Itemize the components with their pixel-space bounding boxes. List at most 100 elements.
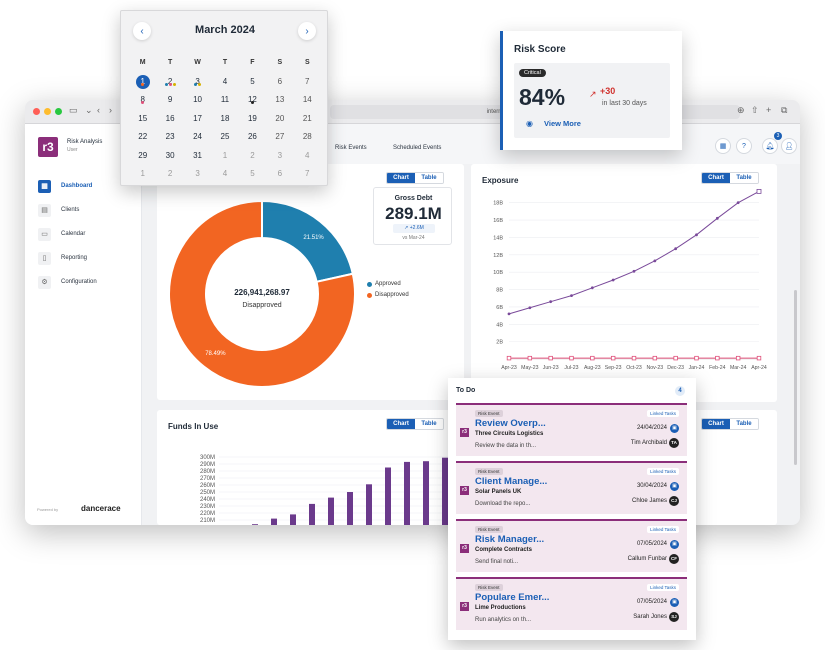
sidebar-item-label: Configuration <box>61 279 97 285</box>
back-icon[interactable]: ‹ <box>97 105 100 115</box>
sidebar-item-reporting[interactable]: ▯ Reporting <box>38 251 87 265</box>
calendar-day[interactable]: 3 <box>184 75 211 89</box>
calendar-icon[interactable]: ▣ <box>670 540 679 549</box>
gross-debt-card: Gross Debt 289.1M ↗ +2.6M vs Mar-24 <box>373 187 452 245</box>
calendar-icon[interactable]: ▣ <box>670 482 679 491</box>
calendar-day[interactable]: 3 <box>266 149 293 163</box>
todo-item-title[interactable]: Populare Emer... <box>475 592 549 603</box>
calendar-day[interactable]: 15 <box>129 112 156 126</box>
bar <box>347 492 353 525</box>
calendar-day[interactable]: 1 <box>211 149 238 163</box>
view-more-link[interactable]: View More <box>544 119 581 128</box>
tab-risk-events[interactable]: Risk Events <box>335 145 367 151</box>
calendar-day[interactable]: 2 <box>156 75 183 89</box>
calendar-day[interactable]: 26 <box>239 130 266 144</box>
calendar-icon[interactable]: ▣ <box>670 598 679 607</box>
linked-tasks-button[interactable]: Linked Tasks <box>647 584 679 591</box>
user-icon[interactable]: 👤︎ <box>781 138 797 154</box>
sidebar-item-configuration[interactable]: ⚙ Configuration <box>38 275 97 289</box>
todo-item[interactable]: Risk Event Linked Tasks r3 Client Manage...… <box>456 461 687 514</box>
calendar-day[interactable]: 8 <box>129 93 156 107</box>
share-icon[interactable]: ⇧ <box>751 105 759 116</box>
calendar-day[interactable]: 9 <box>156 93 183 107</box>
day-number: 21 <box>303 114 312 123</box>
calendar-day[interactable]: 7 <box>294 167 321 181</box>
chart-toggle-button[interactable]: Chart <box>702 419 730 429</box>
sidebar-toggle-icon[interactable]: ▭ <box>69 105 78 116</box>
calendar-day[interactable]: 1 <box>129 75 156 89</box>
calendar-day[interactable]: 4 <box>211 75 238 89</box>
risk-period: in last 30 days <box>602 100 647 107</box>
todo-item[interactable]: Risk Event Linked Tasks r3 Review Overp... T… <box>456 403 687 456</box>
help-icon[interactable]: ? <box>736 138 752 154</box>
calendar-day[interactable]: 27 <box>266 130 293 144</box>
calendar-icon[interactable]: ▣ <box>670 424 679 433</box>
todo-item-title[interactable]: Review Overp... <box>475 418 546 429</box>
day-number: 28 <box>303 132 312 141</box>
calendar-day[interactable]: 12 <box>239 93 266 107</box>
calendar-day[interactable]: 6 <box>266 75 293 89</box>
calendar-day[interactable]: 31 <box>184 149 211 163</box>
calendar-day[interactable]: 16 <box>156 112 183 126</box>
calendar-day[interactable]: 28 <box>294 130 321 144</box>
calendar-day[interactable]: 29 <box>129 149 156 163</box>
todo-item-title[interactable]: Client Manage... <box>475 476 547 487</box>
calendar-day[interactable]: 25 <box>211 130 238 144</box>
table-toggle-button[interactable]: Table <box>730 419 758 429</box>
tab-scheduled-events[interactable]: Scheduled Events <box>393 145 441 151</box>
calendar-day[interactable]: 4 <box>211 167 238 181</box>
minimize-window-button[interactable] <box>44 108 51 115</box>
calendar-day[interactable]: 20 <box>266 112 293 126</box>
calendar-day[interactable]: 1 <box>129 167 156 181</box>
maximize-window-button[interactable] <box>55 108 62 115</box>
calendar-day[interactable]: 10 <box>184 93 211 107</box>
close-window-button[interactable] <box>33 108 40 115</box>
data-point <box>674 247 677 250</box>
linked-tasks-button[interactable]: Linked Tasks <box>647 410 679 417</box>
calendar-day[interactable]: 22 <box>129 130 156 144</box>
todo-item-title[interactable]: Risk Manager... <box>475 534 544 545</box>
calendar-day[interactable]: 23 <box>156 130 183 144</box>
sidebar-item-clients[interactable]: ▤ Clients <box>38 203 79 217</box>
calendar-day[interactable]: 18 <box>211 112 238 126</box>
apps-icon[interactable]: ▦ <box>715 138 731 154</box>
dashboard-icon: ▦ <box>38 180 51 193</box>
calendar-day[interactable]: 7 <box>294 75 321 89</box>
linked-tasks-button[interactable]: Linked Tasks <box>647 468 679 475</box>
chevron-down-icon[interactable]: ⌄ <box>85 105 93 116</box>
calendar-day[interactable]: 2 <box>239 149 266 163</box>
calendar-day[interactable]: 14 <box>294 93 321 107</box>
todo-item[interactable]: Risk Event Linked Tasks r3 Populare Emer...… <box>456 577 687 630</box>
calendar-day[interactable]: 4 <box>294 149 321 163</box>
calendar-day[interactable]: 21 <box>294 112 321 126</box>
calendar-day[interactable]: 2 <box>156 167 183 181</box>
sidebar-item-calendar[interactable]: ▭ Calendar <box>38 227 85 241</box>
download-icon[interactable]: ⊕ <box>737 105 745 116</box>
bell-icon[interactable]: 🔔︎ <box>762 138 778 154</box>
series-line <box>509 191 759 313</box>
calendar-day[interactable]: 5 <box>239 75 266 89</box>
new-tab-icon[interactable]: + <box>766 105 771 115</box>
calendar-day[interactable]: 11 <box>211 93 238 107</box>
todo-item[interactable]: Risk Event Linked Tasks r3 Risk Manager... C… <box>456 519 687 572</box>
calendar-day[interactable]: 13 <box>266 93 293 107</box>
calendar-day[interactable]: 6 <box>266 167 293 181</box>
forward-icon[interactable]: › <box>109 105 112 115</box>
data-point <box>736 356 740 360</box>
sidebar-item-dashboard[interactable]: ▦ Dashboard <box>38 179 92 193</box>
tabs-icon[interactable]: ⧉ <box>781 105 787 116</box>
calendar-day[interactable]: 24 <box>184 130 211 144</box>
calendar-day[interactable]: 17 <box>184 112 211 126</box>
calendar-day[interactable]: 19 <box>239 112 266 126</box>
calendar-day[interactable]: 5 <box>239 167 266 181</box>
calendar-day[interactable]: 30 <box>156 149 183 163</box>
todo-panel: To Do 4 Risk Event Linked Tasks r3 Review O… <box>448 378 696 640</box>
next-month-button[interactable]: › <box>298 22 316 40</box>
day-number: 27 <box>275 132 284 141</box>
weekday-header: T <box>211 56 238 70</box>
powered-by: Powered by <box>37 507 58 512</box>
calendar-day[interactable]: 3 <box>184 167 211 181</box>
linked-tasks-button[interactable]: Linked Tasks <box>647 526 679 533</box>
scrollbar[interactable] <box>794 290 797 465</box>
todo-item-description: Download the repo... <box>475 501 530 507</box>
